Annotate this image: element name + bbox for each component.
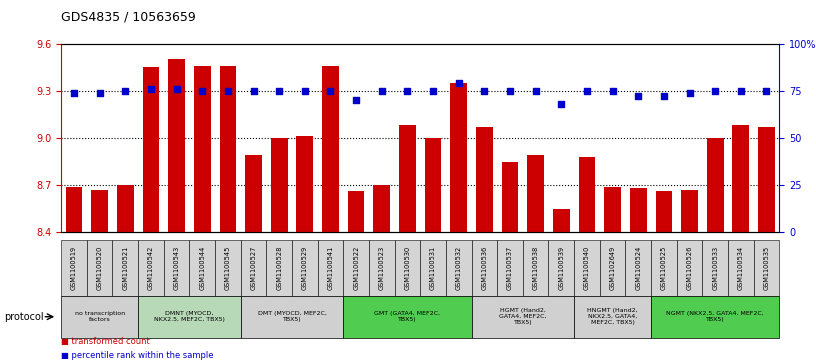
Text: ■ transformed count: ■ transformed count <box>61 338 150 346</box>
Point <box>427 88 440 94</box>
Bar <box>758 127 774 232</box>
Bar <box>91 190 108 232</box>
Point <box>93 90 106 95</box>
Text: GSM1100524: GSM1100524 <box>635 245 641 290</box>
Bar <box>65 187 82 232</box>
Bar <box>348 191 365 232</box>
Point <box>580 88 593 94</box>
Point <box>606 88 619 94</box>
Bar <box>374 185 390 232</box>
Text: GSM1100523: GSM1100523 <box>379 246 385 290</box>
Bar <box>450 83 467 232</box>
Point <box>324 88 337 94</box>
Bar <box>117 185 134 232</box>
Text: GSM1100529: GSM1100529 <box>302 246 308 290</box>
Point <box>170 86 183 92</box>
Point <box>555 101 568 107</box>
Bar <box>143 67 159 232</box>
Bar <box>527 155 544 232</box>
Text: GSM1100533: GSM1100533 <box>712 246 718 290</box>
Point <box>144 86 157 92</box>
Text: GSM1100540: GSM1100540 <box>584 245 590 290</box>
Text: GSM1100531: GSM1100531 <box>430 246 436 290</box>
Text: GDS4835 / 10563659: GDS4835 / 10563659 <box>61 11 196 24</box>
Text: GSM1100536: GSM1100536 <box>481 246 487 290</box>
Point <box>452 80 465 86</box>
Text: GSM1100527: GSM1100527 <box>251 245 256 290</box>
Point <box>349 97 362 103</box>
Point <box>273 88 286 94</box>
Bar <box>399 125 415 232</box>
Text: GSM1100539: GSM1100539 <box>558 246 565 290</box>
Point <box>68 90 81 95</box>
Text: GSM1100519: GSM1100519 <box>71 246 77 290</box>
Point <box>708 88 721 94</box>
Text: GSM1100528: GSM1100528 <box>276 245 282 290</box>
Text: GSM1100526: GSM1100526 <box>686 245 693 290</box>
Bar <box>579 157 595 232</box>
Bar <box>245 155 262 232</box>
Text: protocol: protocol <box>4 312 44 322</box>
Text: GSM1100534: GSM1100534 <box>738 246 744 290</box>
Text: HGMT (Hand2,
GATA4, MEF2C,
TBX5): HGMT (Hand2, GATA4, MEF2C, TBX5) <box>499 309 547 325</box>
Bar <box>476 127 493 232</box>
Point <box>760 88 773 94</box>
Text: GMT (GATA4, MEF2C,
TBX5): GMT (GATA4, MEF2C, TBX5) <box>375 311 441 322</box>
Text: GSM1100525: GSM1100525 <box>661 245 667 290</box>
Point <box>734 88 747 94</box>
Point <box>658 94 671 99</box>
Bar <box>424 138 441 232</box>
Text: GSM1100543: GSM1100543 <box>174 246 180 290</box>
Bar <box>168 59 185 232</box>
Text: HNGMT (Hand2,
NKX2.5, GATA4,
MEF2C, TBX5): HNGMT (Hand2, NKX2.5, GATA4, MEF2C, TBX5… <box>588 309 638 325</box>
Point <box>196 88 209 94</box>
Text: GSM1100537: GSM1100537 <box>507 246 513 290</box>
Text: GSM1100521: GSM1100521 <box>122 246 128 290</box>
Text: GSM1102649: GSM1102649 <box>610 246 615 290</box>
Point <box>632 94 645 99</box>
Bar <box>733 125 749 232</box>
Bar <box>553 209 570 232</box>
Point <box>375 88 388 94</box>
Bar <box>322 66 339 232</box>
Text: ■ percentile rank within the sample: ■ percentile rank within the sample <box>61 351 214 359</box>
Text: DMNT (MYOCD,
NKX2.5, MEF2C, TBX5): DMNT (MYOCD, NKX2.5, MEF2C, TBX5) <box>154 311 225 322</box>
Point <box>529 88 542 94</box>
Point <box>221 88 234 94</box>
Bar <box>707 138 724 232</box>
Point <box>478 88 491 94</box>
Point <box>401 88 414 94</box>
Bar <box>502 162 518 232</box>
Text: GSM1100522: GSM1100522 <box>353 245 359 290</box>
Bar <box>220 66 236 232</box>
Bar <box>271 138 287 232</box>
Point <box>247 88 260 94</box>
Text: GSM1100542: GSM1100542 <box>148 245 154 290</box>
Bar <box>194 66 211 232</box>
Text: GSM1100530: GSM1100530 <box>405 246 410 290</box>
Point <box>299 88 312 94</box>
Text: GSM1100535: GSM1100535 <box>764 246 769 290</box>
Text: GSM1100545: GSM1100545 <box>225 245 231 290</box>
Bar <box>296 136 313 232</box>
Text: no transcription
factors: no transcription factors <box>74 311 125 322</box>
Point <box>503 88 517 94</box>
Point <box>119 88 132 94</box>
Text: GSM1100532: GSM1100532 <box>455 246 462 290</box>
Bar <box>681 190 698 232</box>
Bar <box>630 188 646 232</box>
Bar <box>604 187 621 232</box>
Text: DMT (MYOCD, MEF2C,
TBX5): DMT (MYOCD, MEF2C, TBX5) <box>258 311 326 322</box>
Bar <box>655 191 672 232</box>
Point <box>683 90 696 95</box>
Text: GSM1100520: GSM1100520 <box>96 245 103 290</box>
Text: GSM1100538: GSM1100538 <box>533 246 539 290</box>
Text: GSM1100541: GSM1100541 <box>327 246 334 290</box>
Text: GSM1100544: GSM1100544 <box>199 245 206 290</box>
Text: NGMT (NKX2.5, GATA4, MEF2C,
TBX5): NGMT (NKX2.5, GATA4, MEF2C, TBX5) <box>667 311 764 322</box>
